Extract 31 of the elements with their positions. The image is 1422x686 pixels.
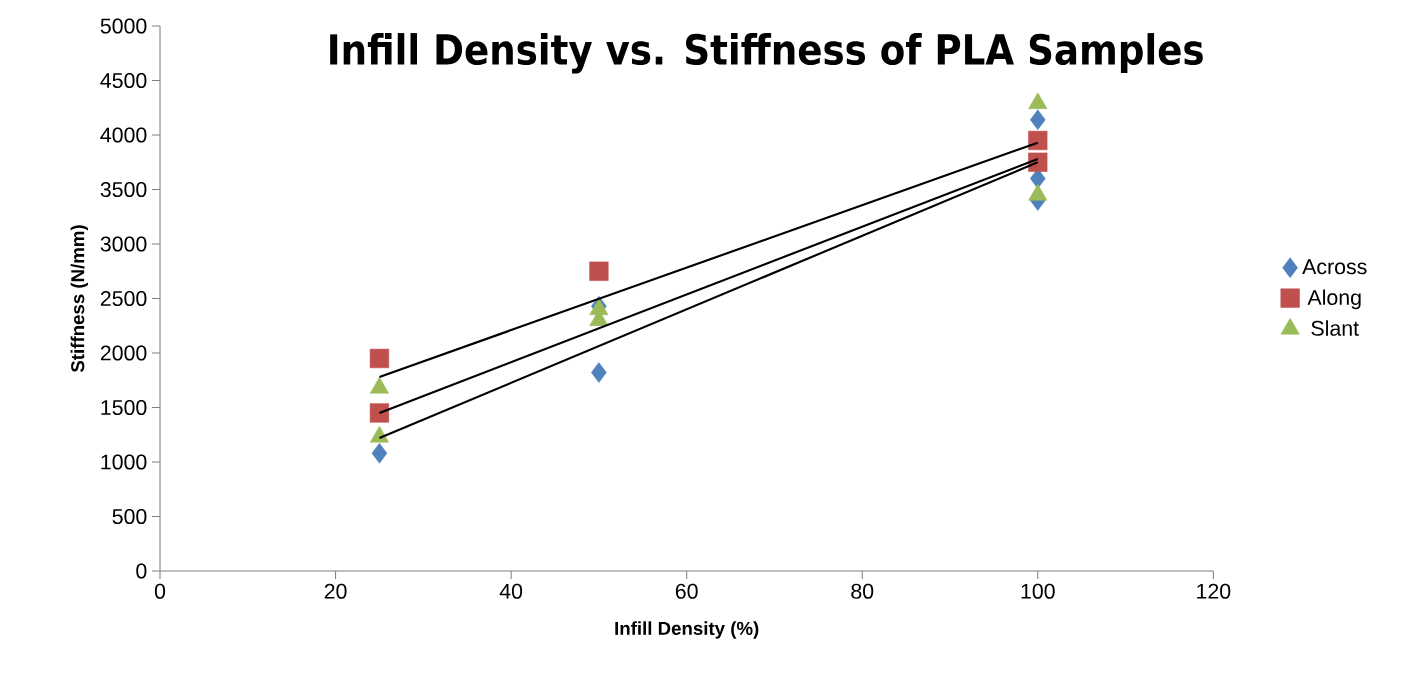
y-tick-label: 4500 — [100, 72, 147, 89]
y-tick-label: 3000 — [100, 236, 147, 252]
point — [369, 348, 390, 369]
legend-label: Slant — [1311, 320, 1359, 336]
point — [1030, 109, 1046, 131]
y-tick-label: 2000 — [100, 345, 147, 361]
y-tick-label: 4000 — [100, 127, 147, 143]
x-tick-label: 80 — [851, 583, 874, 599]
chart-title: Infill Density vs. Stiffness of PLA Samples — [330, 33, 1203, 74]
legend-label: Across — [1302, 259, 1367, 275]
x-tick-label: 120 — [1197, 583, 1231, 599]
x-tick-label: 40 — [499, 583, 523, 599]
y-tick-label: 3500 — [100, 181, 147, 198]
y-tick-label: 2500 — [100, 290, 147, 307]
point — [1028, 130, 1048, 151]
y-axis-title: Stiffness (N/mm) — [70, 225, 88, 373]
x-axis-title: Infill Density (%) — [615, 621, 759, 639]
x-tick-label: 100 — [1021, 583, 1055, 599]
y-tick-label: 5000 — [100, 18, 147, 34]
y-tick-label: 1500 — [101, 399, 147, 416]
point — [369, 403, 390, 423]
x-tick-label: 20 — [324, 583, 347, 599]
x-tick-label: 60 — [675, 583, 698, 599]
legend-label: Along — [1307, 289, 1361, 310]
point — [371, 443, 388, 464]
point — [591, 362, 607, 383]
y-tick-label: 0 — [136, 563, 147, 579]
point — [589, 261, 609, 281]
y-tick-label: 500 — [112, 508, 147, 525]
x-tick-label: 0 — [154, 583, 166, 599]
y-tick-label: 1000 — [101, 454, 147, 470]
